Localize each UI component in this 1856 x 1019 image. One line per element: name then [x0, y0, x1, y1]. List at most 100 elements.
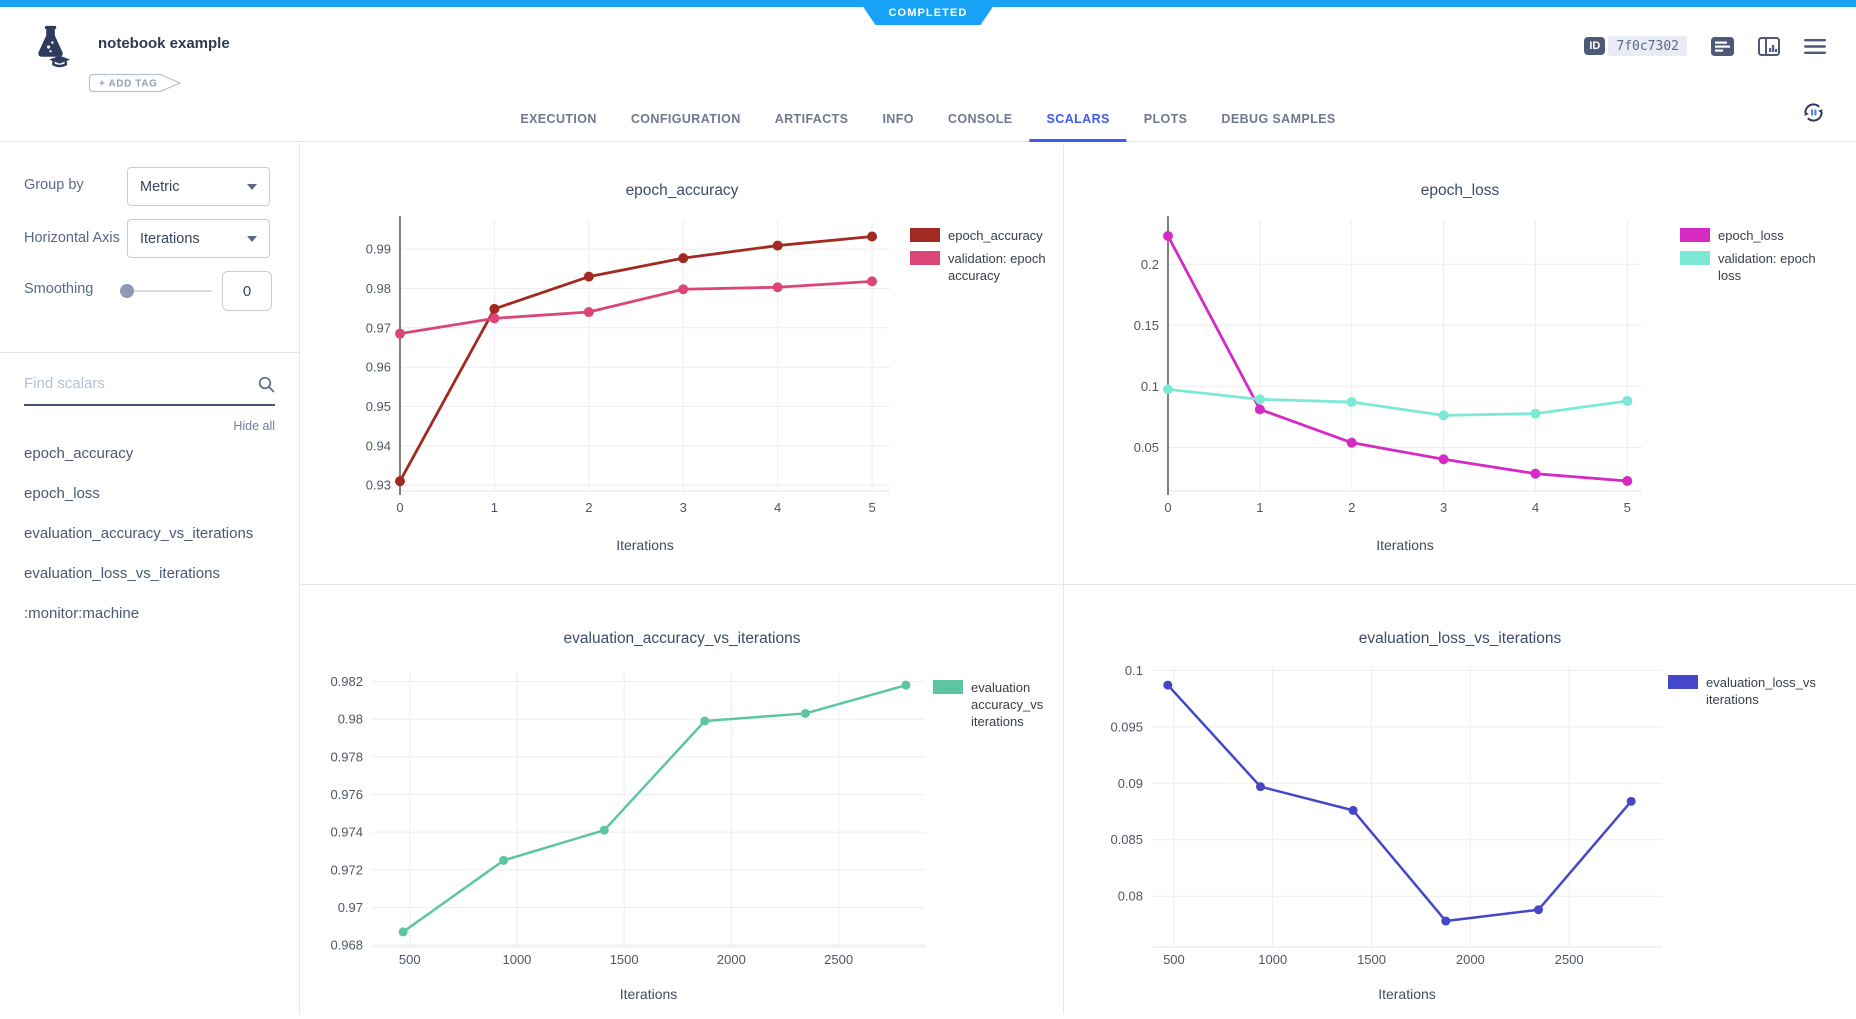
smoothing-value-input[interactable] — [222, 271, 272, 311]
data-point[interactable] — [867, 231, 878, 242]
data-point[interactable] — [1163, 230, 1173, 241]
x-tick-label: 0 — [396, 500, 403, 515]
scalar-item-epoch_accuracy[interactable]: epoch_accuracy — [24, 445, 134, 462]
y-tick-label: 0.1 — [1125, 663, 1143, 678]
hide-all-link[interactable]: Hide all — [233, 419, 275, 433]
data-point[interactable] — [1438, 410, 1449, 421]
legend-label: validation: epoch — [948, 251, 1046, 266]
data-point[interactable] — [1622, 475, 1633, 486]
data-point[interactable] — [489, 313, 500, 324]
chart-canvas[interactable]: 0.05 0.1 0.15 0.2 0 1 2 3 4 5 epoch_loss Iterations… — [1064, 143, 1856, 585]
chart-canvas[interactable]: 0.93 0.94 0.95 0.96 0.97 0.98 0.99 0 1 2 3 4 5 epoch_… — [300, 143, 1064, 585]
data-point[interactable] — [1346, 437, 1357, 448]
data-point[interactable] — [1254, 394, 1265, 405]
add-tag-button[interactable]: + ADD TAG — [88, 73, 184, 98]
data-point[interactable] — [1441, 916, 1451, 926]
data-point[interactable] — [867, 276, 878, 287]
x-axis-label: Iterations — [620, 986, 678, 1002]
chart-epoch-accuracy[interactable]: 0.93 0.94 0.95 0.96 0.97 0.98 0.99 0 1 2 3 4 5 epoch_… — [300, 143, 1064, 585]
tab-debug-samples[interactable]: DEBUG SAMPLES — [1221, 112, 1336, 126]
chart-epoch-loss[interactable]: 0.05 0.1 0.15 0.2 0 1 2 3 4 5 epoch_loss Iterations… — [1064, 143, 1856, 585]
tab-configuration[interactable]: CONFIGURATION — [630, 112, 741, 126]
y-tick-label: 0.98 — [366, 281, 391, 296]
chart-evaluation-loss[interactable]: 0.08 0.085 0.09 0.095 0.1 500 1000 1500 2000 2500… — [1064, 585, 1856, 1014]
chart-canvas[interactable]: 0.08 0.085 0.09 0.095 0.1 500 1000 1500 2000 2500… — [1064, 585, 1856, 1014]
y-tick-label: 0.15 — [1134, 318, 1159, 333]
id-value[interactable]: 7f0c7302 — [1608, 36, 1687, 56]
data-point[interactable] — [678, 253, 689, 264]
data-point[interactable] — [772, 240, 783, 251]
x-tick-label: 2 — [585, 500, 592, 515]
series-line[interactable] — [398, 235, 874, 483]
tab-scalars[interactable]: SCALARS — [1029, 99, 1127, 142]
search-input[interactable] — [24, 371, 239, 396]
data-point[interactable] — [395, 328, 405, 339]
data-point[interactable] — [1348, 805, 1358, 815]
tab-artifacts[interactable]: ARTIFACTS — [774, 112, 849, 126]
legend-label: iterations — [1706, 692, 1759, 707]
data-point[interactable] — [1534, 905, 1544, 915]
scalar-item-evaluation_loss_vs_iterations[interactable]: evaluation_loss_vs_iterations — [24, 565, 220, 582]
legend-item[interactable]: evaluation accuracy_vs iterations — [933, 680, 1044, 729]
data-point[interactable] — [489, 303, 500, 314]
tab-plots[interactable]: PLOTS — [1143, 112, 1188, 126]
legend-label: loss — [1718, 268, 1742, 283]
y-tick-label: 0.08 — [1118, 889, 1143, 904]
scalar-item-evaluation_accuracy_vs_iterations[interactable]: evaluation_accuracy_vs_iterations — [24, 525, 254, 542]
legend-item[interactable]: validation: epoch accuracy — [910, 251, 1046, 283]
series-line[interactable] — [1166, 234, 1629, 483]
group-by-label: Group by — [24, 177, 84, 193]
data-point[interactable] — [398, 927, 408, 937]
smoothing-slider-thumb[interactable] — [120, 284, 134, 298]
legend-item[interactable]: epoch_accuracy — [910, 228, 1043, 243]
data-point[interactable] — [1530, 408, 1541, 419]
auto-refresh-icon[interactable] — [1802, 101, 1825, 129]
data-point[interactable] — [1622, 395, 1633, 406]
chart-evaluation-accuracy[interactable]: 0.968 0.97 0.972 0.974 0.976 0.978 0.98 0.982 50… — [300, 585, 1064, 1014]
data-point[interactable] — [772, 282, 783, 293]
data-point[interactable] — [1346, 397, 1357, 408]
data-point[interactable] — [1255, 782, 1265, 792]
status-ribbon: COMPLETED — [859, 0, 998, 25]
legend-item[interactable]: evaluation_loss_vs iterations — [1668, 675, 1816, 707]
horizontal-axis-select[interactable]: Iterations — [127, 219, 270, 258]
data-point[interactable] — [901, 680, 911, 690]
legend-item[interactable]: epoch_loss — [1680, 228, 1784, 243]
data-point[interactable] — [599, 825, 609, 835]
group-by-select[interactable]: Metric — [127, 167, 270, 206]
data-point[interactable] — [800, 708, 810, 718]
x-tick-label: 4 — [1532, 500, 1539, 515]
data-point[interactable] — [1438, 454, 1449, 465]
data-point[interactable] — [1530, 468, 1541, 479]
data-point[interactable] — [678, 284, 689, 295]
scalar-item--monitor-machine[interactable]: :monitor:machine — [24, 605, 140, 622]
data-point[interactable] — [583, 271, 594, 282]
data-point[interactable] — [1626, 796, 1636, 806]
tab-execution[interactable]: EXECUTION — [520, 112, 597, 126]
series-line[interactable] — [398, 279, 874, 336]
series-line[interactable] — [401, 683, 908, 934]
details-panel-icon[interactable] — [1711, 36, 1734, 56]
scalar-item-epoch_loss[interactable]: epoch_loss — [24, 485, 100, 502]
menu-hamburger-icon[interactable] — [1804, 38, 1826, 55]
tab-console[interactable]: CONSOLE — [947, 112, 1013, 126]
legend-label: evaluation_loss_vs — [1706, 675, 1816, 690]
data-point[interactable] — [583, 307, 594, 318]
tab-info[interactable]: INFO — [882, 112, 914, 126]
data-point[interactable] — [1163, 680, 1173, 690]
smoothing-slider-track[interactable] — [120, 290, 212, 292]
x-axis-label: Iterations — [616, 537, 674, 553]
series-line[interactable] — [1166, 683, 1633, 923]
data-point[interactable] — [700, 716, 710, 726]
data-point[interactable] — [395, 476, 405, 487]
y-tick-label: 0.968 — [330, 938, 363, 953]
legend-item[interactable]: validation: epoch loss — [1680, 251, 1816, 283]
split-view-chart-icon[interactable] — [1758, 36, 1780, 56]
data-point[interactable] — [1163, 384, 1173, 395]
data-point[interactable] — [1254, 404, 1265, 415]
data-point[interactable] — [499, 855, 509, 865]
legend-label: epoch_accuracy — [948, 228, 1043, 243]
chart-canvas[interactable]: 0.968 0.97 0.972 0.974 0.976 0.978 0.98 0.982 50… — [300, 585, 1064, 1014]
add-tag-label: + ADD TAG — [99, 79, 157, 90]
series-line[interactable] — [1166, 387, 1629, 417]
